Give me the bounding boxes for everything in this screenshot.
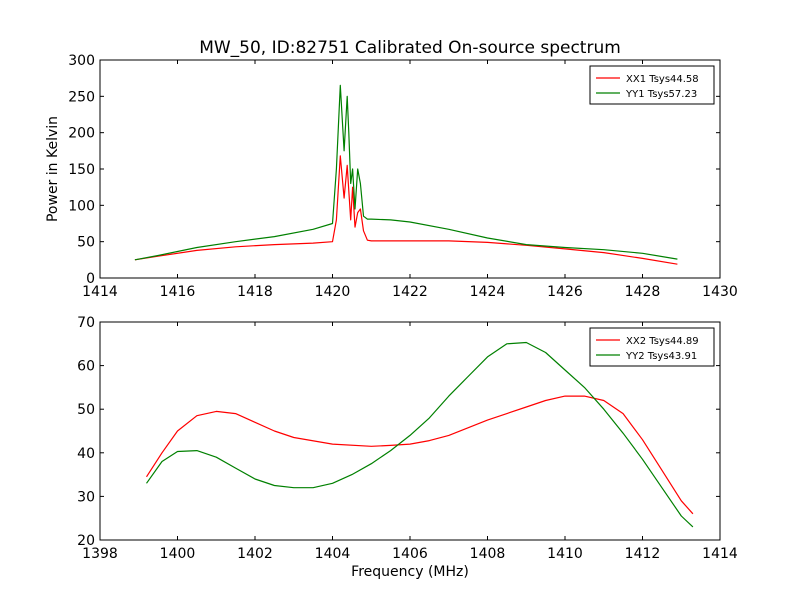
x-tick-label: 1400 — [160, 546, 196, 562]
y-tick-label: 100 — [68, 198, 95, 214]
x-tick-label: 1406 — [392, 546, 428, 562]
y-tick-label: 70 — [77, 315, 95, 331]
y-tick-label: 300 — [68, 53, 95, 69]
x-tick-label: 1428 — [625, 284, 661, 300]
y-axis-label: Power in Kelvin — [45, 116, 61, 222]
x-tick-label: 1420 — [315, 284, 351, 300]
bottom-plot: 1398 1400 1402 1404 1406 1408 1410 1412 1414 20 30… — [77, 315, 738, 580]
legend-entry: YY2 Tsys43.91 — [625, 351, 697, 362]
x-tick-label: 1424 — [470, 284, 506, 300]
x-tick-label: 1402 — [237, 546, 273, 562]
legend-entry: YY1 Tsys57.23 — [625, 89, 697, 100]
x-axis-label: Frequency (MHz) — [351, 564, 469, 580]
y-tick-label: 40 — [77, 446, 95, 462]
x-tick-label: 1408 — [470, 546, 506, 562]
y-tick-label: 150 — [68, 162, 95, 178]
series-line-yy — [146, 341, 694, 528]
y-tick-label: 0 — [86, 271, 95, 287]
x-tick-label: 1404 — [315, 546, 351, 562]
x-tick-label: 1416 — [160, 284, 196, 300]
y-tick-label: 250 — [68, 89, 95, 105]
x-tick-label: 1426 — [547, 284, 583, 300]
y-tick-label: 50 — [77, 402, 95, 418]
x-tick-label: 1418 — [237, 284, 273, 300]
y-tick-label: 60 — [77, 359, 95, 375]
series-line-xx — [145, 395, 694, 515]
x-tick-label: 1422 — [392, 284, 428, 300]
series-group — [145, 341, 694, 528]
x-tick-label: 1414 — [82, 284, 118, 300]
top-plot: 1414 1416 1418 1420 1422 1424 1426 1428 1430 0 50 1… — [45, 53, 738, 300]
x-tick-label: 1414 — [702, 546, 738, 562]
legend-box — [589, 65, 715, 105]
y-tick-label: 50 — [77, 235, 95, 251]
x-tick-label: 1410 — [547, 546, 583, 562]
legend-entry: XX2 Tsys44.89 — [626, 336, 699, 347]
series-line-xx — [134, 155, 678, 265]
series-group — [134, 84, 678, 265]
legend-entry: XX1 Tsys44.58 — [626, 74, 699, 85]
x-tick-label: 1398 — [82, 546, 118, 562]
figure-title: MW_50, ID:82751 Calibrated On-source spe… — [199, 38, 621, 58]
legend: XX1 Tsys44.58 YY1 Tsys57.23 — [589, 65, 715, 105]
y-tick-label: 200 — [68, 126, 95, 142]
legend: XX2 Tsys44.89 YY2 Tsys43.91 — [589, 327, 715, 367]
x-tick-label: 1430 — [702, 284, 738, 300]
y-tick-label: 20 — [77, 533, 95, 549]
x-tick-label: 1412 — [625, 546, 661, 562]
legend-box — [589, 327, 715, 367]
y-tick-label: 30 — [77, 489, 95, 505]
series-line-yy — [134, 84, 678, 261]
